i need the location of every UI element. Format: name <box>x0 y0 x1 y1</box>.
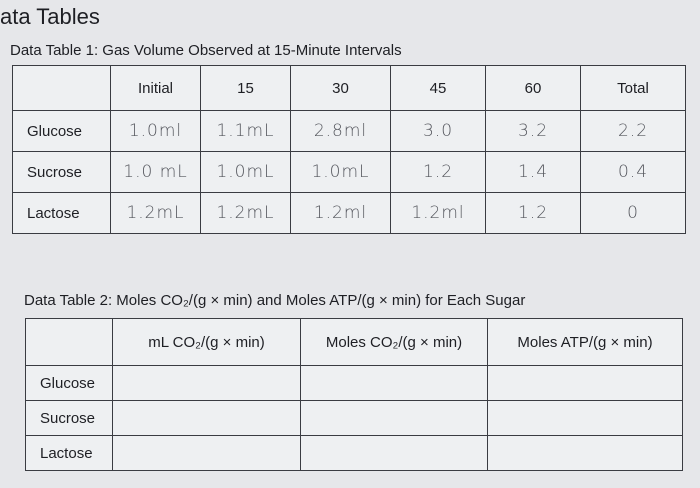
row-label: Sucrose <box>12 151 111 193</box>
empty-cell <box>300 365 488 401</box>
empty-cell <box>112 435 301 471</box>
row: Sucrose <box>25 400 683 436</box>
handwritten-cell: 2.8ml <box>290 110 391 152</box>
handwritten-cell: 1.4 <box>485 151 581 193</box>
row-label: Lactose <box>12 192 111 234</box>
empty-cell <box>300 435 488 471</box>
header-cell: 30 <box>290 65 391 111</box>
handwritten-cell: 3.0 <box>390 110 486 152</box>
header-cell <box>12 65 111 111</box>
handwritten-cell: 1.2ml <box>390 192 486 234</box>
table-title: Data Table 2: Moles CO₂/(g × min) and Mo… <box>24 292 526 309</box>
header-row: Initial 15 30 45 60 Total <box>12 65 686 111</box>
handwritten-cell: 3.2 <box>485 110 581 152</box>
empty-cell <box>300 400 488 436</box>
handwritten-cell: 0 <box>580 192 686 234</box>
header-cell: 60 <box>485 65 581 111</box>
handwritten-cell: 1.0ml <box>110 110 201 152</box>
data-table-1: Initial 15 30 45 60 Total Glucose 1.0ml 1.1mL 2.8… <box>12 65 686 234</box>
handwritten-cell: 1.2 <box>485 192 581 234</box>
empty-cell <box>487 365 683 401</box>
header-cell: 15 <box>200 65 291 111</box>
row-label: Sucrose <box>25 400 113 436</box>
row: Lactose 1.2mL 1.2mL 1.2ml 1.2ml 1.2 0 <box>12 192 686 234</box>
header-cell: mL CO₂/(g × min) <box>112 318 301 366</box>
header-row: mL CO₂/(g × min) Moles CO₂/(g × min) Moles… <box>25 318 683 366</box>
handwritten-cell: 1.2ml <box>290 192 391 234</box>
header-cell: Moles CO₂/(g × min) <box>300 318 488 366</box>
handwritten-cell: 1.2 <box>390 151 486 193</box>
header-cell <box>25 318 113 366</box>
row: Sucrose 1.0 mL 1.0mL 1.0mL 1.2 1.4 0.4 <box>12 151 686 193</box>
handwritten-cell: 1.0mL <box>290 151 391 193</box>
row: Glucose <box>25 365 683 401</box>
header-cell: 45 <box>390 65 486 111</box>
data-table-2: mL CO₂/(g × min) Moles CO₂/(g × min) Moles… <box>25 318 683 471</box>
row-label: Glucose <box>12 110 111 152</box>
header-cell: Total <box>580 65 686 111</box>
handwritten-cell: 0.4 <box>580 151 686 193</box>
empty-cell <box>487 400 683 436</box>
table-title: Data Table 1: Gas Volume Observed at 15-… <box>10 42 402 59</box>
handwritten-cell: 1.1mL <box>200 110 291 152</box>
header-cell: Moles ATP/(g × min) <box>487 318 683 366</box>
empty-cell <box>112 365 301 401</box>
page-title: ata Tables <box>0 4 100 29</box>
handwritten-cell: 2.2 <box>580 110 686 152</box>
header-cell: Initial <box>110 65 201 111</box>
handwritten-cell: 1.2mL <box>110 192 201 234</box>
handwritten-cell: 1.0 mL <box>110 151 201 193</box>
handwritten-cell: 1.0mL <box>200 151 291 193</box>
row-label: Glucose <box>25 365 113 401</box>
empty-cell <box>112 400 301 436</box>
row-label: Lactose <box>25 435 113 471</box>
row: Lactose <box>25 435 683 471</box>
handwritten-cell: 1.2mL <box>200 192 291 234</box>
empty-cell <box>487 435 683 471</box>
row: Glucose 1.0ml 1.1mL 2.8ml 3.0 3.2 2.2 <box>12 110 686 152</box>
